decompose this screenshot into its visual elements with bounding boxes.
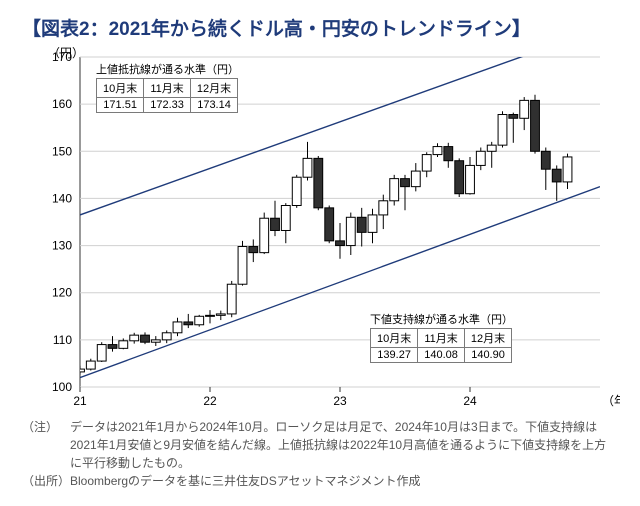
- embedded-table: 10月末11月末12月末139.27140.08140.90: [370, 328, 512, 363]
- svg-text:22: 22: [203, 394, 217, 407]
- footnote-source-label: （出所）: [22, 472, 70, 490]
- svg-text:（年）: （年）: [602, 394, 620, 407]
- footnote-source-text: Bloombergのデータを基に三井住友DSアセットマネジメント作成: [70, 472, 618, 490]
- embedded-table-caption: 上値抵抗線が通る水準（円）: [96, 61, 239, 77]
- chart-container: 100110120130140150160170（円）21222324（年） 上…: [22, 47, 620, 412]
- lower-support-table: 下値支持線が通る水準（円）10月末11月末12月末139.27140.08140…: [370, 311, 513, 363]
- svg-text:160: 160: [52, 97, 72, 111]
- svg-text:110: 110: [53, 333, 72, 347]
- svg-text:23: 23: [333, 394, 347, 407]
- svg-text:120: 120: [52, 286, 72, 300]
- figure-title: 【図表2：2021年から続くドル高・円安のトレンドライン】: [0, 0, 640, 47]
- embedded-table: 10月末11月末12月末171.51172.33173.14: [96, 78, 238, 113]
- svg-text:130: 130: [52, 239, 72, 253]
- svg-text:140: 140: [52, 191, 72, 205]
- footnote-note-label: （注）: [22, 418, 70, 472]
- svg-text:100: 100: [52, 380, 72, 394]
- footnotes: （注） データは2021年1月から2024年10月。ローソク足は月足で、2024…: [0, 412, 640, 490]
- footnote-note-text: データは2021年1月から2024年10月。ローソク足は月足で、2024年10月…: [70, 418, 618, 472]
- svg-text:（円）: （円）: [48, 47, 84, 60]
- svg-text:24: 24: [463, 394, 477, 407]
- upper-resistance-table: 上値抵抗線が通る水準（円）10月末11月末12月末171.51172.33173…: [96, 61, 239, 113]
- svg-text:150: 150: [52, 144, 72, 158]
- embedded-table-caption: 下値支持線が通る水準（円）: [370, 311, 513, 327]
- svg-text:21: 21: [73, 394, 87, 407]
